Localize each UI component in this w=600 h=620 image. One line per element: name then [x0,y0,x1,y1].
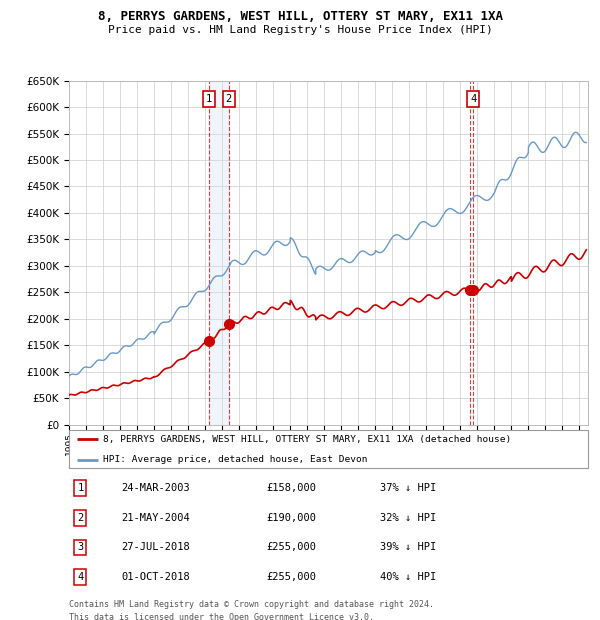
Text: Contains HM Land Registry data © Crown copyright and database right 2024.: Contains HM Land Registry data © Crown c… [69,600,434,609]
Text: 39% ↓ HPI: 39% ↓ HPI [380,542,437,552]
Text: 24-MAR-2003: 24-MAR-2003 [121,483,190,493]
Text: This data is licensed under the Open Government Licence v3.0.: This data is licensed under the Open Gov… [69,613,374,620]
Text: 8, PERRYS GARDENS, WEST HILL, OTTERY ST MARY, EX11 1XA: 8, PERRYS GARDENS, WEST HILL, OTTERY ST … [97,11,503,23]
Text: 2: 2 [226,94,232,104]
Text: 1: 1 [206,94,212,104]
Text: 3: 3 [77,542,83,552]
Text: 8, PERRYS GARDENS, WEST HILL, OTTERY ST MARY, EX11 1XA (detached house): 8, PERRYS GARDENS, WEST HILL, OTTERY ST … [103,435,511,444]
Text: 40% ↓ HPI: 40% ↓ HPI [380,572,437,582]
Text: £190,000: £190,000 [266,513,316,523]
Text: 1: 1 [77,483,83,493]
Text: 01-OCT-2018: 01-OCT-2018 [121,572,190,582]
Text: 2: 2 [77,513,83,523]
Text: £158,000: £158,000 [266,483,316,493]
Text: £255,000: £255,000 [266,542,316,552]
Bar [209,81,229,425]
Text: 4: 4 [470,94,476,104]
Text: Price paid vs. HM Land Registry's House Price Index (HPI): Price paid vs. HM Land Registry's House … [107,25,493,35]
Text: 32% ↓ HPI: 32% ↓ HPI [380,513,437,523]
Text: HPI: Average price, detached house, East Devon: HPI: Average price, detached house, East… [103,455,367,464]
Text: 21-MAY-2004: 21-MAY-2004 [121,513,190,523]
Text: 27-JUL-2018: 27-JUL-2018 [121,542,190,552]
Text: £255,000: £255,000 [266,572,316,582]
Text: 37% ↓ HPI: 37% ↓ HPI [380,483,437,493]
Text: 4: 4 [77,572,83,582]
